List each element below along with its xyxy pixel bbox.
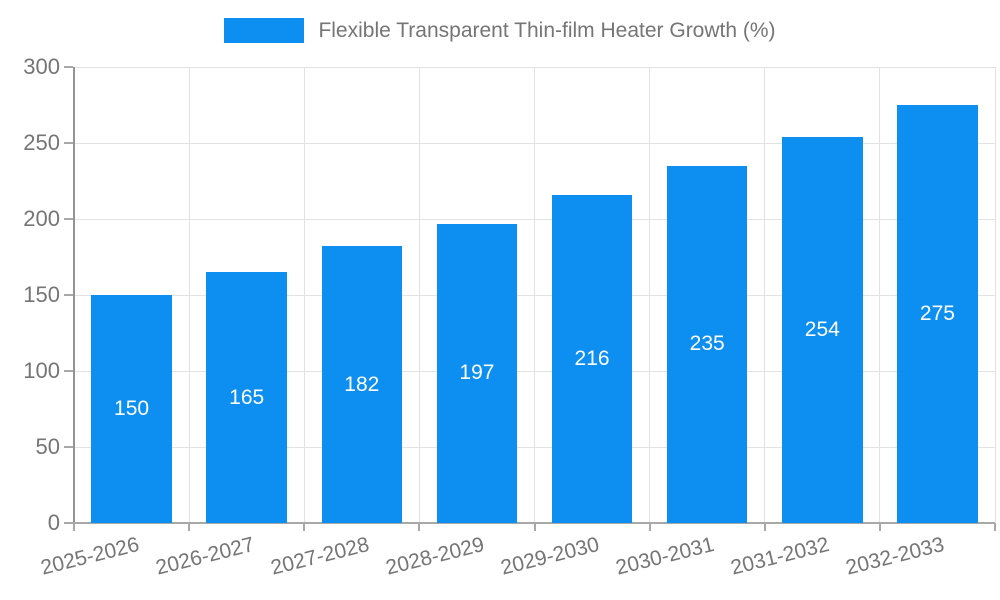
bar-value-label: 197 — [459, 361, 495, 385]
y-axis-tick-label: 50 — [35, 434, 60, 459]
x-axis-tick — [878, 523, 881, 531]
y-axis-tick — [64, 294, 73, 296]
y-axis-tick — [64, 522, 73, 524]
bar-value-label: 150 — [114, 397, 150, 420]
y-axis-tick-label: 200 — [23, 206, 60, 231]
bar[interactable]: 275 — [897, 105, 978, 523]
gridline-horizontal — [74, 370, 995, 372]
gridline-vertical — [994, 67, 996, 523]
y-axis-tick-label: 250 — [23, 130, 60, 155]
y-axis-tick — [64, 142, 73, 144]
legend-label: Flexible Transparent Thin-film Heater Gr… — [318, 18, 776, 42]
bar-value-label: 254 — [804, 317, 840, 341]
y-axis-tick-label: 0 — [47, 510, 60, 535]
legend: Flexible Transparent Thin-film Heater Gr… — [0, 18, 1000, 43]
y-axis-tick-label: 100 — [23, 358, 60, 383]
gridline-horizontal — [74, 66, 995, 68]
x-axis-tick — [188, 523, 191, 531]
gridline-horizontal — [74, 446, 995, 448]
plot-area: 0 50 100 150 200 250 300 150 2025-2026 165 2026-20… — [23, 54, 996, 580]
bar-value-label: 165 — [229, 385, 265, 409]
y-axis-line — [73, 67, 75, 523]
y-axis-tick — [64, 446, 73, 448]
bar[interactable]: 235 — [666, 165, 748, 523]
bar[interactable]: 197 — [436, 223, 518, 523]
x-axis-tick — [648, 523, 651, 531]
gridline-horizontal — [74, 218, 995, 220]
bar[interactable]: 182 — [321, 246, 403, 523]
x-axis-tick — [533, 523, 536, 531]
x-axis-tick — [994, 523, 996, 531]
y-axis-tick-label: 150 — [23, 282, 60, 307]
bar[interactable]: 216 — [551, 194, 633, 523]
bar[interactable]: 254 — [782, 136, 863, 523]
bar[interactable]: 150 — [91, 295, 172, 523]
x-axis-tick — [303, 523, 306, 531]
y-axis-tick — [64, 370, 73, 372]
x-axis-tick — [418, 523, 421, 531]
legend-swatch — [224, 18, 305, 43]
y-axis-tick — [64, 218, 73, 220]
bar[interactable]: 165 — [206, 272, 287, 523]
bar-value-label: 235 — [689, 332, 725, 356]
gridline-horizontal — [74, 142, 995, 144]
y-axis-tick-label: 300 — [23, 54, 60, 79]
gridline-horizontal — [74, 294, 995, 296]
x-axis-tick — [73, 523, 75, 531]
x-axis-tick — [763, 523, 766, 531]
bar-value-label: 216 — [574, 346, 610, 370]
bar-value-label: 275 — [919, 302, 955, 325]
y-axis-tick — [64, 66, 73, 68]
bar-value-label: 182 — [344, 372, 380, 396]
